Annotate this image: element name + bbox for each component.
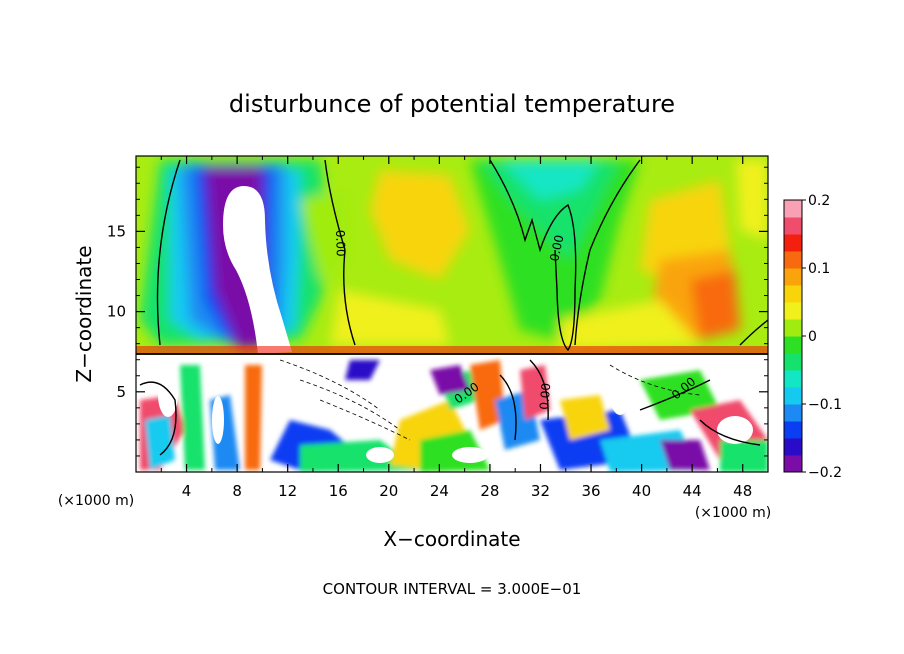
colorbar-tick-label: 0.2 [808,193,830,209]
x-tick-label: 40 [632,482,651,500]
y-tick-label: 10 [107,303,126,321]
x-axis-unit: (×1000 m) [695,505,771,521]
colorbar-swatch [784,387,802,405]
contour-label: 0.00 [547,234,566,263]
zero-contours [139,159,768,456]
contour-label: 0.00 [333,230,348,257]
colorbar-swatch [784,455,802,473]
colorbar-tick-label: 0.1 [808,261,830,277]
plume-core [223,186,292,354]
y-axis-unit: (×1000 m) [58,493,134,509]
colorbar-swatch [784,370,802,388]
colorbar-swatch [784,234,802,252]
x-axis-label: X−coordinate [383,527,520,551]
colorbar-tick-label: 0 [808,329,817,345]
colorbar-swatch [784,319,802,337]
plot-frame [135,155,769,473]
x-tick-label: 24 [430,482,449,500]
colorbar-swatch [784,438,802,456]
contour-label: 0.00 [537,382,553,410]
x-tick-label: 32 [531,482,550,500]
x-tick-label: 16 [329,482,348,500]
colorbar-swatch [784,302,802,320]
colorbar: 0.2 0.1 0 −0.1 −0.2 [783,193,842,481]
x-tick-label: 8 [232,482,242,500]
x-tick-label: 44 [683,482,702,500]
x-tick-label: 36 [581,482,600,500]
colorbar-swatch [784,251,802,269]
interface-band [136,346,768,354]
colorbar-swatch [784,217,802,235]
x-tick-label: 20 [379,482,398,500]
colorbar-swatch [784,200,802,218]
y-axis-label: Z−coordinate [72,245,96,382]
colorbar-swatch [784,268,802,286]
x-tick-label: 28 [480,482,499,500]
x-tick-label: 4 [182,482,192,500]
x-tick-label: 48 [733,482,752,500]
colorbar-swatch [784,285,802,303]
colorbar-swatch [784,336,802,354]
colorbar-swatch [784,404,802,422]
y-tick-label: 15 [107,222,126,240]
x-tick-label: 12 [278,482,297,500]
y-tick-label: 5 [116,383,126,401]
negative-contours [279,359,701,441]
chart-title: disturbunce of potential temperature [229,90,675,118]
colorbar-swatch [784,353,802,371]
colorbar-tick-label: −0.1 [808,397,842,413]
colorbar-swatch [784,421,802,439]
colorbar-tick-label: −0.2 [808,465,842,481]
contour-interval-note: CONTOUR INTERVAL = 3.000E−01 [323,580,582,598]
heatmap-field [136,156,768,472]
